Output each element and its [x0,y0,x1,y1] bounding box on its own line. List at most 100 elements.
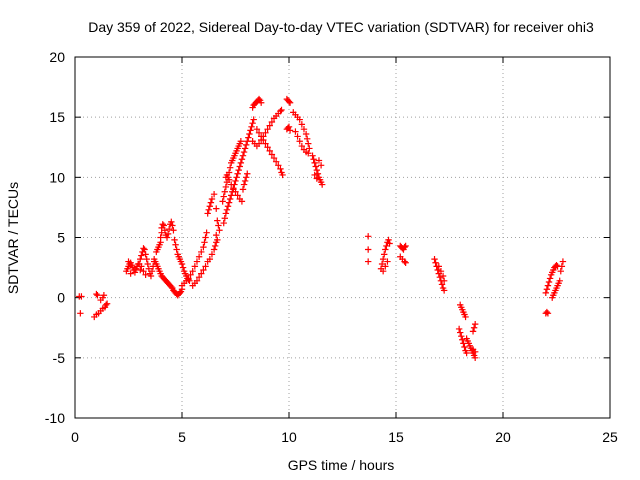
data-point [364,246,372,253]
series-t21 [549,258,567,301]
data-point [250,116,257,123]
data-point [170,227,177,234]
data-point [201,239,208,246]
series-t12 [290,109,313,157]
data-point [544,282,552,289]
axis-ticks: 0 5 10 15 20 25 -10 -5 0 5 10 15 20 [45,49,618,445]
data-point [219,198,226,205]
data-point [240,181,248,188]
data-point [246,130,253,138]
data-point [292,128,299,135]
data-point [241,177,249,185]
series-t3 [136,245,158,280]
data-point [221,215,228,222]
data-point [147,272,155,280]
x-tick-label: 15 [388,429,404,445]
data-point [232,177,239,185]
data-point [305,140,312,147]
data-point [97,296,104,304]
data-point [244,170,251,177]
data-point [264,126,271,133]
data-point [241,145,249,152]
x-tick-label: 20 [495,429,511,445]
data-point [262,129,269,137]
data-point [187,271,194,279]
data-point [205,206,212,214]
data-point [234,192,241,199]
data-point [143,255,150,263]
data-point [191,263,199,270]
data-point [208,251,216,258]
series-t20 [542,261,561,317]
data-point [471,348,479,356]
data-point [222,210,230,217]
series-t11 [283,95,294,106]
data-point [311,171,318,179]
data-point [245,134,252,141]
grid [75,57,610,418]
data-point [257,133,265,140]
data-point [216,227,223,234]
data-point [314,170,322,177]
data-point [364,258,372,265]
data-point [148,267,156,275]
data-point [198,270,205,277]
y-tick-label: -10 [45,410,65,426]
data-point [257,99,265,106]
data-point [306,145,313,152]
data-point [546,275,554,282]
data-point [225,199,233,206]
data-points [76,95,567,362]
data-point [189,267,196,275]
data-point [200,266,207,274]
data-point [440,287,448,294]
data-point [278,106,285,114]
data-point [543,308,551,316]
data-point [103,300,111,307]
series-t1b [91,300,111,321]
data-point [240,148,248,156]
data-point [437,267,445,275]
data-point [232,188,239,195]
data-point [285,98,293,105]
data-point [315,157,323,164]
data-point [272,158,280,165]
data-point [204,210,211,217]
data-point [386,240,393,247]
data-point [213,205,220,212]
data-point [239,152,247,159]
y-tick-label: 20 [49,49,65,65]
data-point [223,171,231,179]
data-point [224,203,232,210]
data-point [248,123,255,130]
data-point [318,181,326,188]
data-point [553,261,560,269]
data-point [238,198,246,205]
data-point [220,193,227,200]
series-t5 [178,229,220,289]
data-point [311,159,318,167]
data-point [432,259,439,266]
data-point [266,147,273,155]
data-point [163,234,171,241]
data-point [277,165,284,173]
data-point [270,154,278,162]
data-point [543,286,551,293]
data-point [161,227,169,234]
series-t13 [309,152,326,188]
data-point [435,263,442,270]
y-tick-label: 10 [49,169,65,185]
data-point [172,241,179,248]
x-axis-label: GPS time / hours [288,457,395,473]
data-point [364,233,372,240]
data-point [226,195,234,203]
data-point [138,252,145,259]
data-point [317,162,325,169]
data-point [206,203,214,210]
data-point [255,95,263,103]
series-t0 [76,293,85,317]
data-point [260,136,267,144]
y-tick-label: 5 [57,230,65,246]
